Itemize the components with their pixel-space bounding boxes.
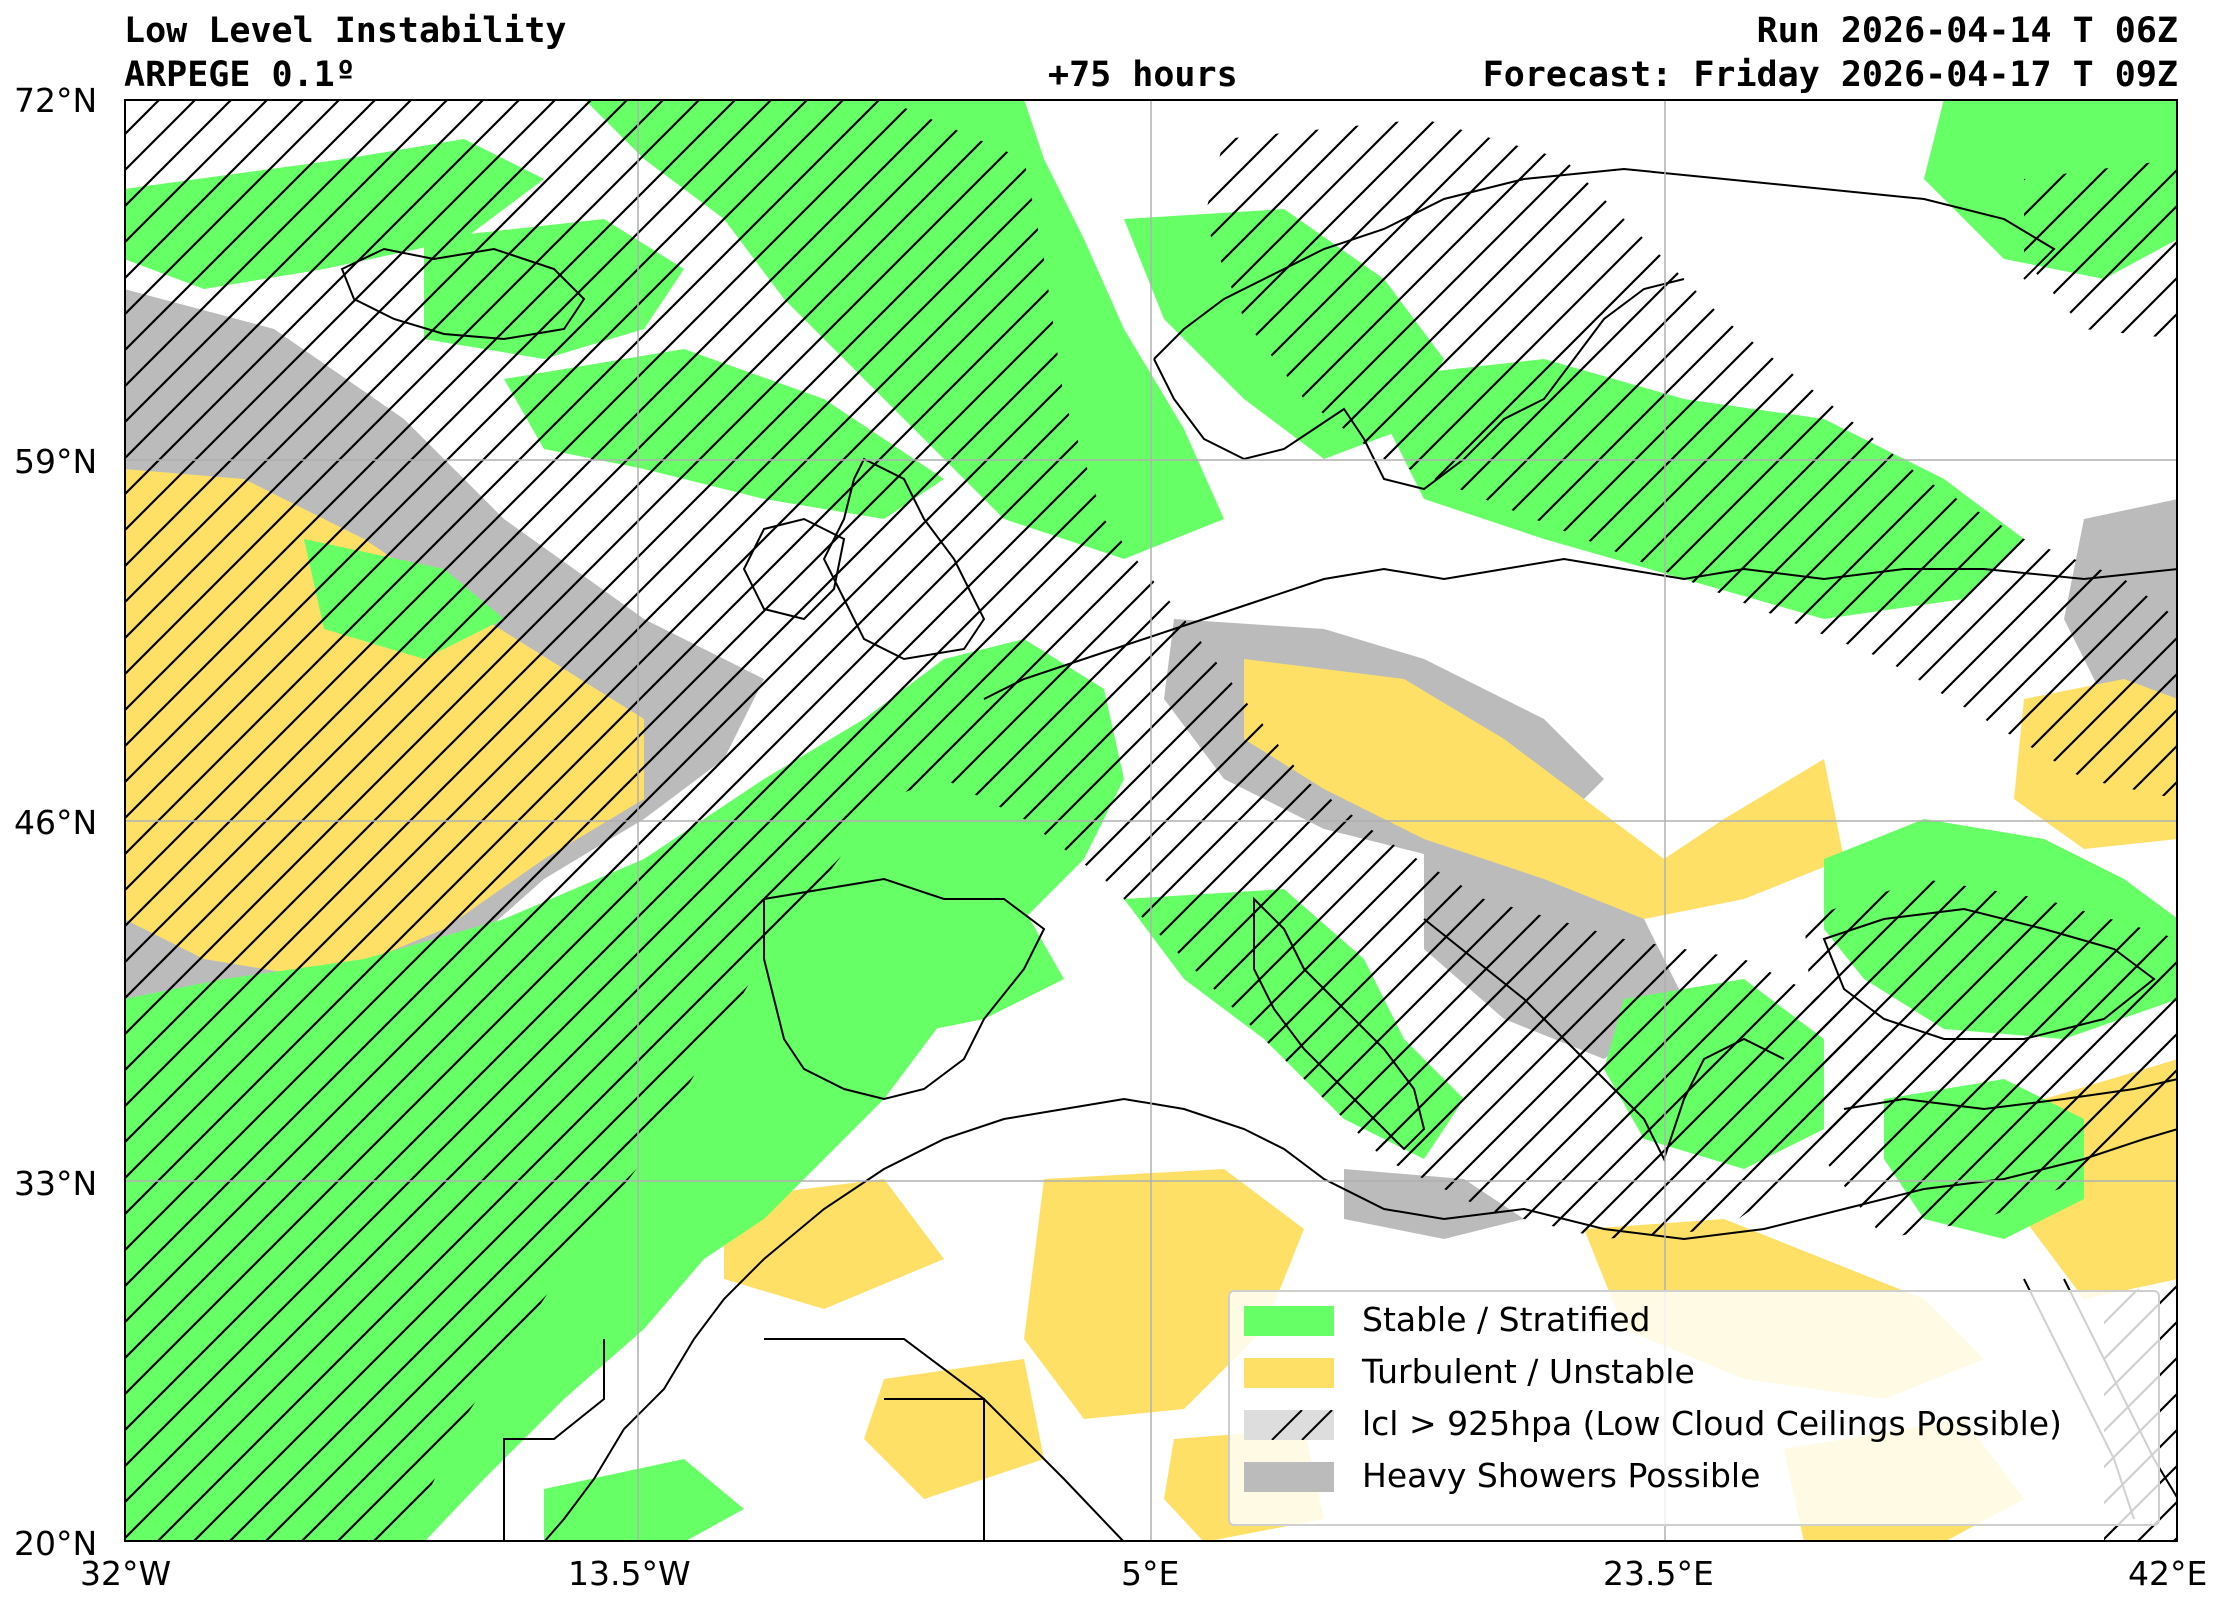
lat-tick-20: 20°N bbox=[14, 1524, 98, 1563]
lon-tick-5e: 5°E bbox=[1121, 1554, 1180, 1593]
legend-swatch-stable bbox=[1244, 1306, 1334, 1336]
legend-label-unstable: Turbulent / Unstable bbox=[1362, 1352, 1695, 1391]
legend-swatch-showers bbox=[1244, 1462, 1334, 1492]
lon-tick-23e: 23.5°E bbox=[1603, 1554, 1714, 1593]
lon-tick-42e: 42°E bbox=[2128, 1554, 2208, 1593]
coastlines bbox=[340, 167, 2178, 1542]
legend-swatch-unstable bbox=[1244, 1358, 1334, 1388]
legend-label-showers: Heavy Showers Possible bbox=[1362, 1456, 1761, 1495]
lat-tick-59: 59°N bbox=[14, 442, 98, 481]
legend-label-stable: Stable / Stratified bbox=[1362, 1300, 1651, 1339]
legend-label-lcl: lcl > 925hpa (Low Cloud Ceilings Possibl… bbox=[1362, 1404, 2062, 1443]
lon-tick-32w: 32°W bbox=[80, 1554, 172, 1593]
lat-tick-46: 46°N bbox=[14, 803, 98, 842]
model-label: ARPEGE 0.1º bbox=[124, 55, 356, 95]
lead-time-label: +75 hours bbox=[1048, 55, 1238, 95]
forecast-time-label: Forecast: Friday 2026-04-17 T 09Z bbox=[1482, 55, 2178, 95]
instability-map bbox=[124, 99, 2178, 1542]
map-title: Low Level Instability bbox=[124, 11, 567, 51]
lon-tick-13w: 13.5°W bbox=[568, 1554, 691, 1593]
map-frame bbox=[124, 99, 2178, 1542]
legend-swatch-lcl-hatch bbox=[1244, 1410, 1334, 1440]
lat-tick-33: 33°N bbox=[14, 1164, 98, 1203]
legend: Stable / Stratified Turbulent / Unstable… bbox=[1228, 1290, 2160, 1526]
run-time-label: Run 2026-04-14 T 06Z bbox=[1756, 11, 2178, 51]
lat-tick-72: 72°N bbox=[14, 81, 98, 120]
